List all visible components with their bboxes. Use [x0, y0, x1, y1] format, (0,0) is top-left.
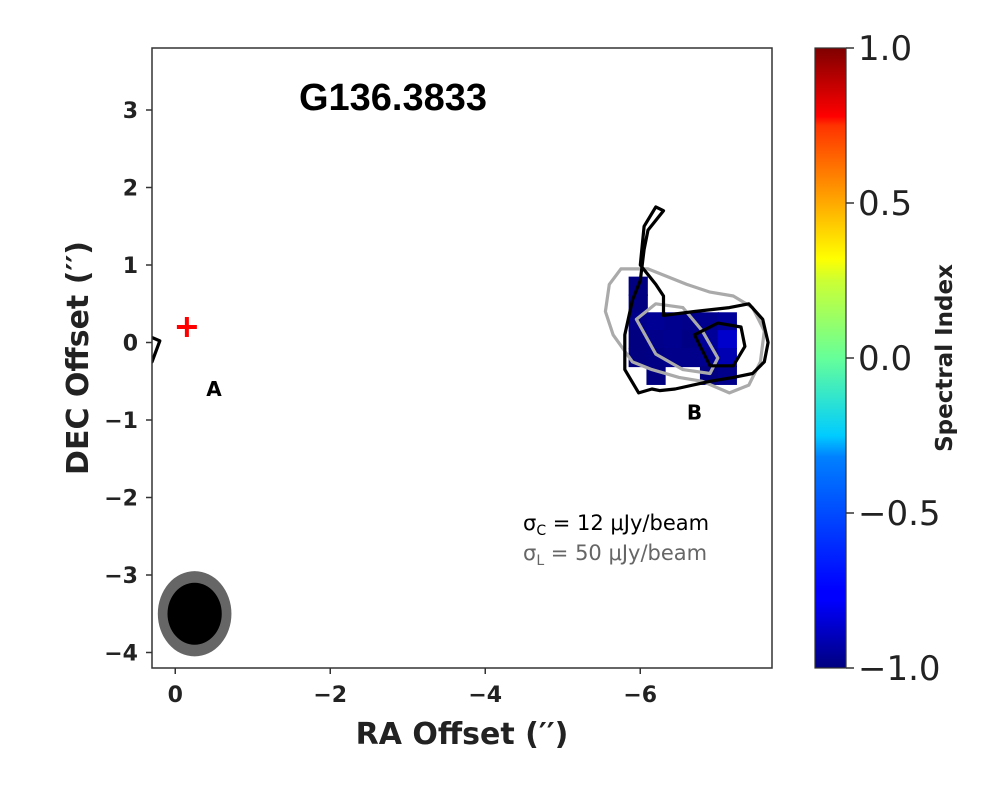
x-tick-label-3: −6 [623, 683, 657, 708]
continuum-contour-2 [692, 321, 747, 368]
spectral-pixel-7 [646, 347, 666, 368]
spectral-pixel-14 [682, 347, 702, 368]
line-contour-1 [603, 267, 766, 395]
x-tick-label-2: −4 [468, 683, 502, 708]
x-ticks: 0 −2 −4 −6 [168, 668, 657, 708]
position-marker [176, 317, 197, 337]
plot-frame [151, 47, 773, 669]
noise-sub-line: L [536, 553, 544, 569]
cb-tick-label-0: 1.0 [858, 29, 912, 69]
cb-tick-label-1: 0.5 [858, 184, 912, 224]
spectral-pixel-9 [664, 312, 684, 332]
y-tick-label-3: 0 [123, 332, 138, 357]
y-ticks: 3 2 1 0 −1 −2 −3 −4 [104, 99, 152, 667]
y-axis-title: DEC Offset (′′) [61, 241, 96, 475]
y-tick-label-5: −2 [104, 487, 138, 512]
noise-symbol-continuum: σ [523, 511, 536, 535]
colorbar-gradient [814, 47, 847, 669]
noise-line-line: σL = 50 μJy/beam [523, 541, 707, 569]
spectral-pixel-12 [682, 312, 702, 332]
continuum-contour-0 [152, 335, 162, 364]
spectral-pixel-15 [699, 312, 720, 332]
y-tick-label-2: 1 [123, 254, 138, 279]
x-axis-title: RA Offset (′′) [356, 717, 569, 752]
spectral-pixel-3 [628, 330, 648, 350]
noise-value-continuum: = 12 μJy/beam [546, 511, 709, 535]
cb-tick-label-3: −0.5 [858, 494, 941, 534]
source-label-b: B [687, 400, 702, 424]
cb-tick-label-2: 0.0 [858, 339, 912, 379]
spectral-pixel-21 [717, 347, 737, 368]
x-tick-label-1: −2 [313, 683, 347, 708]
colorbar: 1.0 0.5 0.0 −0.5 −1.0 Spectral Index [814, 29, 958, 689]
spectral-pixel-10 [664, 330, 684, 350]
y-tick-label-7: −4 [104, 642, 138, 667]
spectral-pixel-5 [646, 312, 666, 332]
y-tick-label-4: −1 [104, 409, 138, 434]
contours [152, 205, 770, 395]
spectral-pixel-20 [717, 330, 737, 350]
y-tick-label-6: −3 [104, 564, 138, 589]
colorbar-ticks: 1.0 0.5 0.0 −0.5 −1.0 [846, 29, 941, 689]
noise-value-line: = 50 μJy/beam [544, 541, 707, 565]
noise-line-continuum: σC = 12 μJy/beam [523, 511, 709, 539]
source-label-a: A [206, 377, 222, 401]
y-tick-label-1: 2 [123, 177, 138, 202]
continuum-contour-1 [623, 205, 770, 395]
plot-title: G136.3833 [299, 77, 487, 119]
beam-ellipses [157, 571, 232, 657]
colorbar-title: Spectral Index [932, 264, 958, 452]
noise-sub-continuum: C [536, 523, 546, 539]
source-labels: AB [206, 377, 702, 424]
noise-symbol-line: σ [523, 541, 536, 565]
cb-tick-label-4: −1.0 [858, 649, 941, 689]
spectral-pixel-22 [717, 365, 737, 385]
continuum-beam [167, 582, 222, 645]
y-tick-label-0: 3 [123, 99, 138, 124]
x-tick-label-0: 0 [168, 683, 183, 708]
spectral-pixel-19 [717, 312, 737, 332]
